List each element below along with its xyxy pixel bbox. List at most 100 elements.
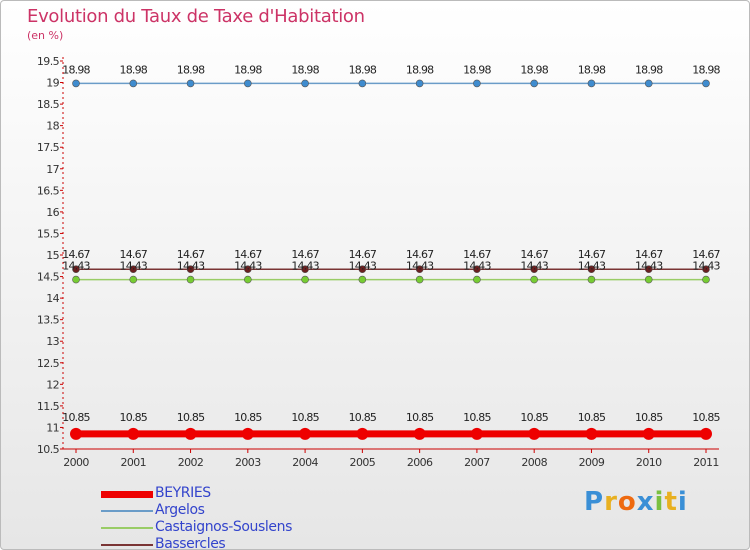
data-label-beyries: 10.85 <box>349 411 377 424</box>
data-label-argelos: 18.98 <box>463 63 491 76</box>
chart-axes: 10.5 11 11.5 12 12.5 13 13.5 14 14.5 15 15.5 16 16.5… <box>37 55 719 469</box>
unit-label: (en %) <box>27 29 64 42</box>
logo-letter: P <box>584 487 605 517</box>
x-tick-label: 2007 <box>464 456 490 469</box>
data-point-bassercles <box>702 265 710 274</box>
data-label-argelos: 18.98 <box>520 63 548 76</box>
data-label-argelos: 18.98 <box>62 63 90 76</box>
data-label-bassercles: 14.67 <box>349 248 377 261</box>
data-label-beyries: 10.85 <box>291 411 319 424</box>
x-tick-label: 2009 <box>579 456 605 469</box>
data-point-bassercles <box>301 265 309 274</box>
data-label-argelos: 18.98 <box>578 63 606 76</box>
y-tick-label: 16.5 <box>37 184 60 197</box>
data-point-beyries <box>413 427 426 440</box>
data-point-bassercles <box>244 265 252 274</box>
y-tick-label: 17 <box>46 163 59 176</box>
data-label-castaignos-souslens: 14.43 <box>578 260 606 273</box>
data-point-beyries <box>70 427 82 440</box>
data-label-beyries: 10.85 <box>234 411 262 424</box>
legend-swatch <box>101 491 153 498</box>
data-point-argelos <box>415 79 424 88</box>
y-tick-label: 16 <box>46 206 59 219</box>
y-tick-label: 18.5 <box>37 98 60 111</box>
data-point-beyries <box>241 427 254 440</box>
x-tick-label: 2010 <box>636 456 662 469</box>
data-point-castaignos-souslens <box>473 275 481 284</box>
data-label-argelos: 18.98 <box>120 63 148 76</box>
data-point-beyries <box>470 427 483 440</box>
y-tick-label: 15 <box>46 249 59 262</box>
data-point-bassercles <box>530 265 538 274</box>
data-point-castaignos-souslens <box>644 275 653 284</box>
data-label-beyries: 10.85 <box>406 411 434 424</box>
data-point-castaignos-souslens <box>530 275 538 284</box>
data-point-castaignos-souslens <box>72 275 80 284</box>
legend-label: Bassercles <box>155 536 226 550</box>
data-label-beyries: 10.85 <box>578 411 606 424</box>
data-label-bassercles: 14.67 <box>62 248 90 261</box>
data-label-bassercles: 14.67 <box>406 248 434 261</box>
logo-letter: x <box>636 487 655 517</box>
data-point-beyries <box>356 427 369 440</box>
data-label-castaignos-souslens: 14.43 <box>120 260 148 273</box>
data-label-beyries: 10.85 <box>177 411 205 424</box>
data-label-bassercles: 14.67 <box>520 248 548 261</box>
data-label-bassercles: 14.67 <box>463 248 491 261</box>
data-point-castaignos-souslens <box>415 275 424 284</box>
x-tick-label: 2001 <box>120 456 146 469</box>
data-label-beyries: 10.85 <box>120 411 148 424</box>
data-label-beyries: 10.85 <box>520 411 548 424</box>
x-tick-label: 2000 <box>63 456 89 469</box>
data-point-castaignos-souslens <box>301 275 309 284</box>
data-label-castaignos-souslens: 14.43 <box>406 260 434 273</box>
x-tick-label: 2002 <box>178 456 204 469</box>
data-label-castaignos-souslens: 14.43 <box>349 260 377 273</box>
data-point-argelos <box>72 79 80 88</box>
legend-label: Argelos <box>155 502 205 518</box>
data-label-castaignos-souslens: 14.43 <box>62 260 90 273</box>
data-label-bassercles: 14.67 <box>692 248 720 261</box>
data-point-argelos <box>301 79 309 88</box>
x-tick-label: 2006 <box>407 456 433 469</box>
logo-letter: t <box>664 487 678 517</box>
y-tick-label: 14.5 <box>37 271 60 284</box>
data-label-argelos: 18.98 <box>349 63 377 76</box>
data-point-castaignos-souslens <box>358 275 367 284</box>
data-point-bassercles <box>415 265 424 274</box>
data-label-castaignos-souslens: 14.43 <box>692 260 720 273</box>
data-point-bassercles <box>186 265 195 274</box>
data-point-bassercles <box>72 265 80 274</box>
data-point-argelos <box>587 79 596 88</box>
data-point-argelos <box>129 79 138 88</box>
data-label-argelos: 18.98 <box>177 63 205 76</box>
data-point-beyries <box>642 427 655 440</box>
series-points <box>70 79 712 440</box>
data-label-bassercles: 14.67 <box>177 248 205 261</box>
data-point-castaignos-souslens <box>129 275 138 284</box>
x-tick-label: 2005 <box>350 456 376 469</box>
legend-swatch <box>101 544 153 546</box>
y-tick-label: 13.5 <box>37 314 60 327</box>
data-point-beyries <box>700 427 712 440</box>
data-label-bassercles: 14.67 <box>635 248 663 261</box>
proxiti-logo: Proxiti <box>584 487 688 517</box>
y-tick-label: 13 <box>46 335 59 348</box>
y-tick-label: 12 <box>46 378 59 391</box>
x-tick-label: 2011 <box>693 456 719 469</box>
data-point-argelos <box>244 79 252 88</box>
data-label-castaignos-souslens: 14.43 <box>463 260 491 273</box>
data-point-argelos <box>186 79 195 88</box>
y-tick-label: 11.5 <box>37 400 60 413</box>
data-point-castaignos-souslens <box>244 275 252 284</box>
data-label-argelos: 18.98 <box>692 63 720 76</box>
data-point-beyries <box>184 427 197 440</box>
legend-swatch <box>101 510 153 512</box>
data-point-castaignos-souslens <box>702 275 710 284</box>
data-point-castaignos-souslens <box>186 275 195 284</box>
data-point-bassercles <box>358 265 367 274</box>
data-point-bassercles <box>587 265 596 274</box>
y-tick-label: 19.5 <box>37 55 60 68</box>
data-point-bassercles <box>473 265 481 274</box>
